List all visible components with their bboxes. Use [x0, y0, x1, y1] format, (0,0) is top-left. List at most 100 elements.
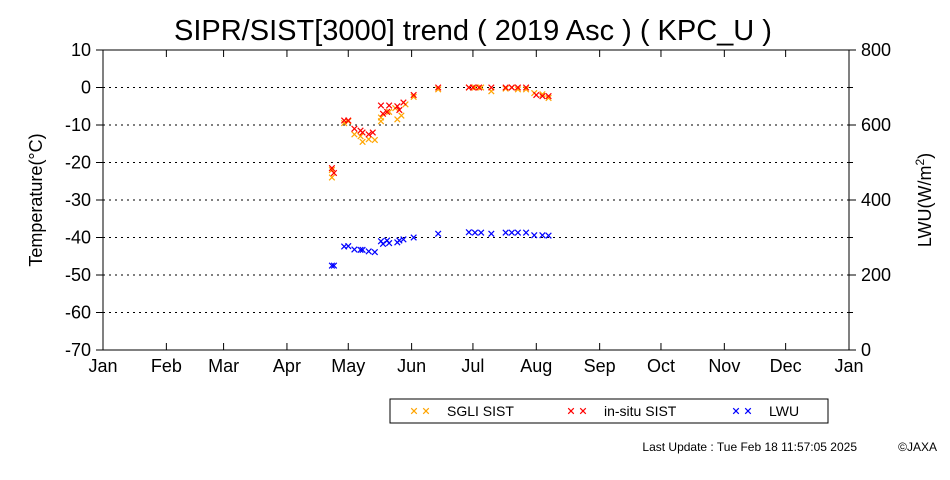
data-point — [545, 232, 552, 239]
data-point — [396, 106, 403, 114]
data-point — [508, 229, 515, 236]
x-axis-tick-label: Aug — [520, 356, 552, 376]
legend-marker — [567, 407, 575, 415]
legend-marker — [410, 407, 418, 415]
footer-copyright: ©JAXA — [898, 440, 937, 454]
data-point — [371, 248, 379, 256]
data-point — [400, 99, 407, 106]
data-point — [330, 169, 338, 177]
data-point — [394, 103, 401, 110]
data-point — [377, 102, 385, 109]
x-axis-tick-label: Dec — [770, 356, 802, 376]
legend-marker — [422, 407, 430, 415]
x-axis-tick-label: Jan — [834, 356, 863, 376]
left-axis-tick-label: 10 — [71, 40, 91, 60]
data-point — [475, 84, 483, 91]
data-point — [488, 84, 495, 91]
data-point — [539, 232, 546, 239]
grid-lines — [103, 87, 849, 313]
legend-label: LWU — [769, 403, 799, 419]
right-axis-tick-label: 0 — [861, 340, 871, 360]
data-point — [385, 239, 393, 247]
data-point — [531, 232, 538, 239]
legend-marker — [579, 407, 587, 415]
data-point — [410, 91, 417, 99]
data-point — [345, 117, 352, 124]
data-point — [434, 86, 442, 93]
right-axis-title-main: LWU(W/m — [915, 166, 935, 248]
right-axis-tick-label: 200 — [861, 265, 891, 285]
data-point — [357, 246, 364, 254]
data-point — [365, 136, 372, 143]
data-point — [340, 119, 348, 127]
data-point — [396, 237, 403, 244]
data-point — [434, 230, 442, 237]
left-axis-title: Temperature(°C) — [26, 133, 46, 266]
left-axis-tick-label: -20 — [65, 153, 91, 173]
x-axis-tick-label: Jun — [397, 356, 426, 376]
data-point — [359, 246, 366, 254]
data-point — [514, 229, 522, 236]
data-point — [379, 110, 387, 117]
data-point — [383, 108, 391, 116]
data-point — [398, 112, 405, 119]
x-axis-tick-label: Mar — [208, 356, 239, 376]
legend-item: in-situ SIST — [567, 403, 677, 419]
x-axis-tick-label: Feb — [151, 356, 182, 376]
data-point — [359, 138, 366, 146]
data-point — [351, 246, 358, 253]
legend-marker — [732, 407, 740, 415]
data-point — [410, 234, 417, 241]
x-axis-tick-label: Sep — [584, 356, 616, 376]
data-point — [471, 229, 479, 236]
legend-box — [389, 398, 829, 424]
right-axis-title-end: ) — [915, 153, 935, 159]
legend-label: in-situ SIST — [604, 403, 677, 419]
right-axis-tick-label: 400 — [861, 190, 891, 210]
data-point — [469, 84, 477, 91]
data-point — [477, 229, 485, 236]
data-point — [371, 136, 379, 144]
left-axis-tick-label: -70 — [65, 340, 91, 360]
data-point — [434, 84, 442, 91]
footer-last-update: Last Update : Tue Feb 18 11:57:05 2025 — [642, 440, 857, 454]
left-axis-tick-label: -60 — [65, 303, 91, 323]
legend-item: SGLI SIST — [410, 403, 514, 419]
data-point — [514, 86, 522, 93]
data-point — [365, 248, 372, 255]
legend-item: LWU — [732, 403, 799, 419]
data-point — [502, 84, 509, 91]
left-axis-tick-label: 0 — [81, 78, 91, 98]
data-point — [328, 262, 336, 269]
data-point — [514, 84, 522, 91]
data-point — [357, 133, 364, 140]
x-axis-tick-label: Oct — [647, 356, 675, 376]
data-point — [522, 229, 530, 236]
data-point — [508, 84, 515, 91]
data-point — [330, 262, 338, 269]
legend: SGLI SIST in-situ SIST LWU — [389, 398, 829, 424]
data-point — [545, 92, 552, 100]
data-point — [502, 229, 509, 236]
data-point — [345, 242, 352, 250]
data-point — [533, 91, 540, 99]
x-axis-tick-label: Jul — [461, 356, 484, 376]
data-point — [522, 84, 530, 91]
data-point — [477, 84, 485, 91]
data-point — [400, 236, 407, 243]
data-point — [365, 131, 372, 138]
data-point — [328, 174, 336, 181]
right-axis-tick-label: 600 — [861, 115, 891, 135]
data-point — [502, 85, 509, 92]
left-axis-tick-label: -40 — [65, 228, 91, 248]
right-axis-title-sup: 2 — [913, 159, 927, 166]
data-point — [410, 93, 417, 101]
x-axis-tick-label: Jan — [88, 356, 117, 376]
data-point — [359, 129, 366, 136]
data-point — [377, 118, 385, 125]
axis-ticks: 100-10-20-30-40-50-60-708006004002000Jan… — [65, 40, 891, 376]
legend-marker — [744, 407, 752, 415]
left-axis-tick-label: -50 — [65, 265, 91, 285]
data-points — [328, 84, 552, 269]
